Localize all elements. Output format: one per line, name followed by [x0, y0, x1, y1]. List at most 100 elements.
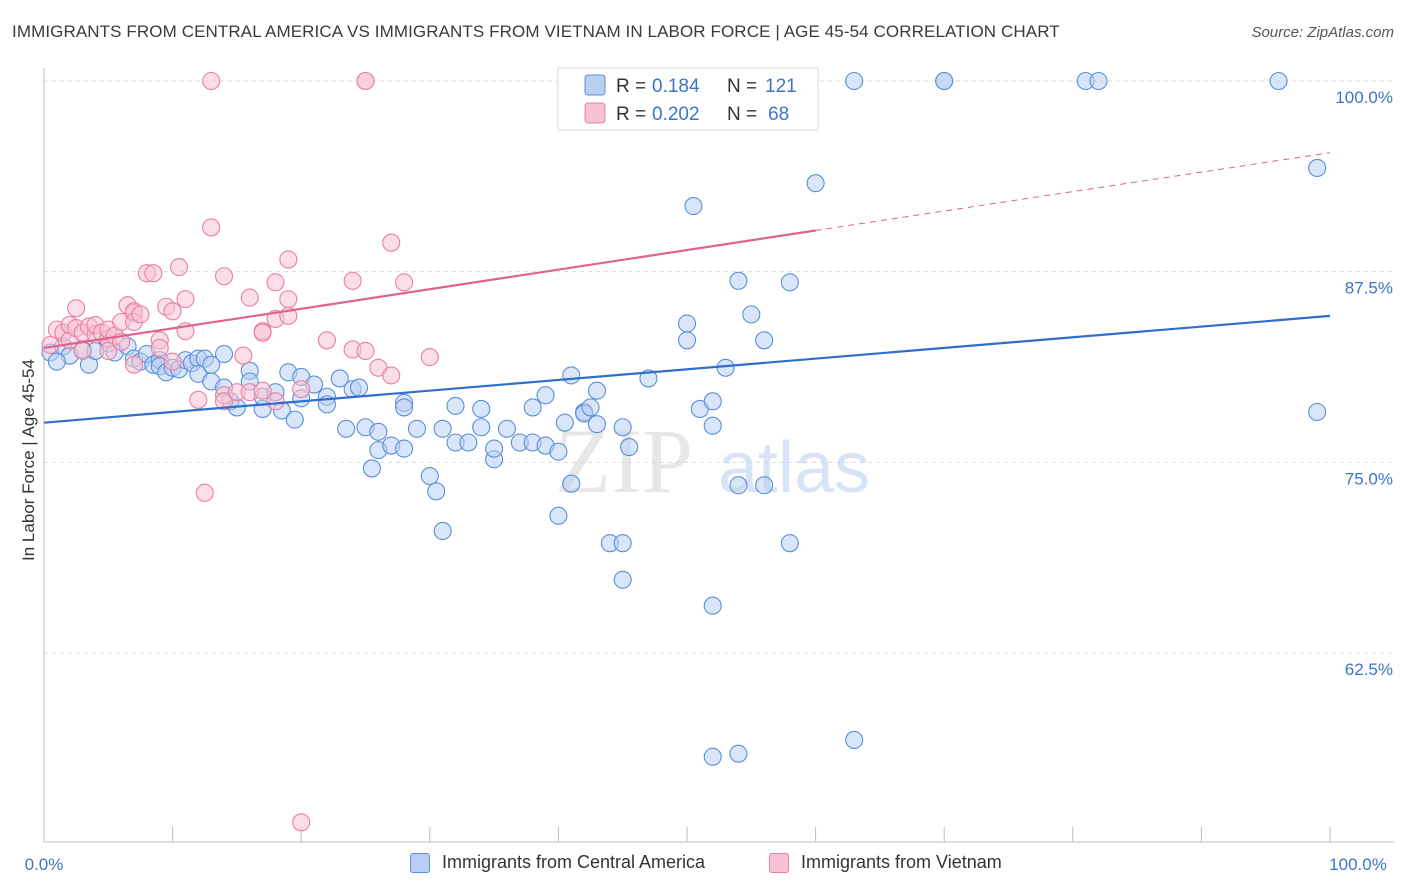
point-central-america-83 — [613, 418, 632, 437]
point-central-america-57 — [433, 521, 452, 541]
point-vietnam-35 — [189, 390, 208, 409]
point-central-america-53 — [407, 419, 426, 438]
point-vietnam-65 — [382, 233, 401, 252]
y-tick-label-3: 100.0% — [1335, 88, 1393, 107]
point-central-america-116 — [1308, 402, 1327, 422]
point-central-america-98 — [729, 476, 748, 495]
point-central-america-105 — [780, 273, 799, 292]
point-vietnam-6 — [67, 299, 86, 318]
chart-title: IMMIGRANTS FROM CENTRAL AMERICA VS IMMIG… — [12, 22, 1060, 41]
y-tick-label-2: 87.5% — [1345, 279, 1393, 298]
point-vietnam-51 — [266, 392, 285, 411]
point-vietnam-66 — [395, 273, 414, 292]
point-central-america-101 — [742, 305, 761, 324]
trend-line-vietnam-extension — [815, 152, 1331, 231]
point-central-america-46 — [362, 459, 381, 478]
point-vietnam-57 — [317, 331, 336, 350]
point-central-america-78 — [581, 398, 600, 417]
legend-n-label-1: N = — [727, 76, 757, 97]
point-vietnam-32 — [169, 258, 189, 277]
point-central-america-117 — [47, 352, 66, 371]
point-vietnam-54 — [279, 250, 298, 269]
point-central-america-64 — [485, 439, 504, 458]
point-central-america-52 — [395, 398, 414, 417]
point-central-america-79 — [587, 381, 607, 400]
point-central-america-47 — [369, 422, 388, 441]
trend-lines — [43, 152, 1331, 424]
point-vietnam-37 — [202, 71, 221, 91]
point-central-america-96 — [703, 747, 722, 766]
legend-n-label-2: N = — [727, 104, 757, 125]
point-vietnam-38 — [202, 218, 221, 237]
point-vietnam-0 — [41, 335, 60, 354]
point-central-america-61 — [472, 399, 491, 418]
point-central-america-82 — [613, 534, 632, 553]
x-tick-label-0: 0.0% — [25, 855, 64, 874]
point-vietnam-58 — [343, 271, 362, 290]
point-vietnam-47 — [253, 323, 272, 342]
point-central-america-62 — [472, 418, 491, 437]
point-central-america-104 — [780, 534, 799, 553]
point-central-america-69 — [536, 386, 555, 405]
point-central-america-94 — [703, 596, 722, 615]
point-central-america-113 — [1089, 71, 1108, 91]
point-vietnam-41 — [214, 392, 234, 411]
point-vietnam-34 — [176, 290, 195, 309]
bottom-legend-item-vietnam[interactable]: Immigrants from Vietnam — [769, 852, 1002, 873]
bottom-legend-label-central-america: Immigrants from Central America — [442, 852, 706, 872]
point-central-america-115 — [1308, 158, 1327, 177]
point-central-america-51 — [395, 439, 414, 458]
point-vietnam-43 — [234, 346, 253, 365]
point-vietnam-14 — [99, 341, 118, 361]
point-central-america-23 — [202, 355, 221, 374]
point-vietnam-62 — [356, 341, 375, 361]
point-central-america-111 — [935, 71, 954, 91]
watermark: ZIP atlas — [555, 410, 870, 512]
point-central-america-73 — [555, 413, 574, 432]
y-axis-label: In Labor Force | Age 45-54 — [19, 359, 38, 561]
point-central-america-90 — [684, 197, 703, 216]
legend-swatch-vietnam — [584, 102, 606, 124]
point-vietnam-50 — [266, 273, 285, 292]
point-central-america-44 — [350, 378, 369, 397]
source-credit: Source: ZipAtlas.com — [1251, 24, 1394, 41]
point-central-america-99 — [729, 271, 748, 290]
point-central-america-80 — [587, 415, 607, 434]
point-central-america-100 — [729, 744, 748, 763]
point-central-america-103 — [755, 476, 774, 495]
data-points — [41, 71, 1327, 832]
legend-box: R = 0.184 N = 121 R = 0.202 N = 68 — [557, 67, 819, 131]
point-vietnam-23 — [124, 355, 144, 374]
point-central-america-97 — [716, 358, 735, 377]
point-central-america-108 — [845, 71, 864, 91]
point-central-america-42 — [337, 419, 356, 438]
legend-r-value-2: 0.202 — [652, 104, 700, 125]
point-central-america-86 — [639, 369, 658, 388]
point-vietnam-48 — [253, 381, 272, 400]
bottom-legend-item-central-america[interactable]: Immigrants from Central America — [410, 852, 705, 873]
point-vietnam-61 — [356, 71, 375, 91]
bottom-legend-swatch-vietnam — [769, 852, 789, 873]
trend-line-central-america — [43, 314, 1331, 424]
legend-swatch-central-america — [584, 74, 606, 96]
point-central-america-56 — [433, 419, 452, 438]
bottom-legend-label-vietnam: Immigrants from Vietnam — [801, 852, 1002, 872]
point-central-america-65 — [497, 419, 517, 438]
point-central-america-88 — [677, 314, 697, 333]
point-central-america-93 — [703, 392, 722, 411]
point-central-america-102 — [755, 331, 774, 350]
point-vietnam-55 — [292, 380, 311, 399]
watermark-atlas: atlas — [718, 428, 870, 508]
legend-r-label-1: R = — [616, 76, 646, 97]
point-central-america-58 — [446, 396, 465, 415]
point-central-america-67 — [523, 398, 542, 417]
point-vietnam-44 — [240, 288, 259, 307]
x-tick-label-1: 100.0% — [1329, 855, 1387, 874]
point-vietnam-64 — [382, 366, 401, 385]
bottom-legend-swatch-central-america — [410, 852, 430, 873]
point-vietnam-36 — [195, 483, 214, 502]
legend-n-value-2: 68 — [768, 104, 789, 125]
point-vietnam-24 — [131, 305, 150, 324]
point-central-america-72 — [549, 506, 568, 525]
